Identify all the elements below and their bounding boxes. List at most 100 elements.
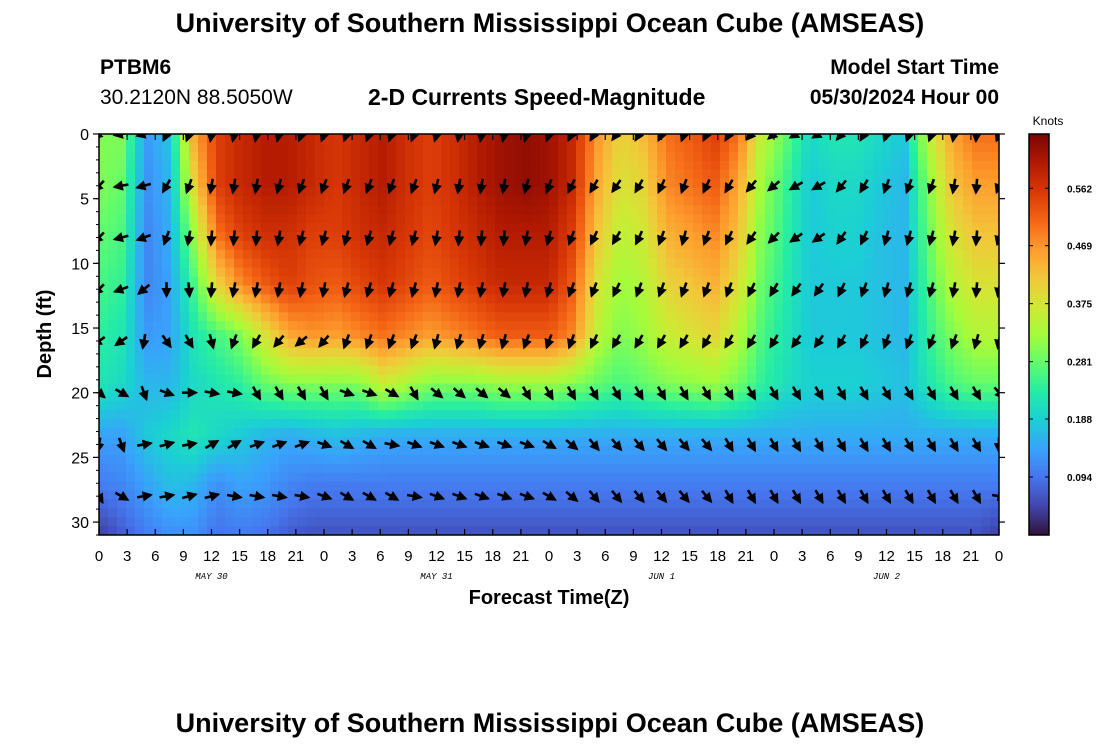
heatmap-cell <box>459 169 469 180</box>
heatmap-cell <box>603 436 613 447</box>
current-arrow <box>881 230 892 247</box>
heatmap-cell <box>189 419 199 429</box>
heatmap-cell <box>513 419 523 429</box>
heatmap-cell <box>396 392 406 402</box>
heatmap-cell <box>909 330 919 340</box>
heatmap-cell <box>297 374 307 385</box>
heatmap-cell <box>198 223 208 233</box>
current-arrow <box>273 334 285 348</box>
heatmap-cell <box>414 294 424 304</box>
heatmap-cell <box>153 294 163 304</box>
heatmap-cell <box>774 160 784 171</box>
heatmap-cell <box>234 383 244 394</box>
heatmap-cell <box>666 410 676 420</box>
heatmap-cell <box>837 330 847 340</box>
heatmap-cell <box>927 187 937 197</box>
heatmap-cell <box>846 240 856 251</box>
heatmap-cell <box>99 472 109 483</box>
heatmap-cell <box>558 285 568 295</box>
heatmap-cell <box>126 223 136 233</box>
heatmap-cell <box>945 178 955 189</box>
heatmap-cell <box>639 401 649 411</box>
heatmap-cell <box>144 258 154 269</box>
heatmap-cell <box>234 223 244 233</box>
heatmap-cell <box>288 294 298 304</box>
heatmap-cell <box>198 240 208 251</box>
heatmap-cell <box>657 428 667 438</box>
heatmap-cell <box>369 410 379 420</box>
heatmap-cell <box>873 160 883 171</box>
heatmap-cell <box>675 205 685 215</box>
heatmap-cell <box>135 240 145 251</box>
heatmap-cell <box>378 428 388 438</box>
heatmap-cell <box>648 347 658 358</box>
heatmap-cell <box>666 276 676 287</box>
heatmap-cell <box>180 374 190 385</box>
heatmap-cell <box>567 499 577 509</box>
heatmap-cell <box>477 365 487 376</box>
heatmap-cell <box>603 330 613 340</box>
heatmap-cell <box>504 410 514 420</box>
heatmap-cell <box>306 276 316 287</box>
heatmap-cell <box>99 303 109 313</box>
heatmap-cell <box>297 196 307 206</box>
heatmap-cell <box>351 240 361 251</box>
current-arrow <box>316 490 333 501</box>
heatmap-cell <box>450 169 460 180</box>
current-arrow <box>702 134 712 143</box>
heatmap-cell <box>918 374 928 385</box>
heatmap-cell <box>891 258 901 269</box>
heatmap-cell <box>693 472 703 483</box>
heatmap-cell <box>234 134 244 144</box>
heatmap-cell <box>963 134 973 144</box>
heatmap-cell <box>351 517 361 527</box>
heatmap-cell <box>414 330 424 340</box>
heatmap-cell <box>873 214 883 224</box>
heatmap-cell <box>513 330 523 340</box>
heatmap-cell <box>909 490 919 500</box>
heatmap-cell <box>684 205 694 215</box>
heatmap-cell <box>504 249 514 260</box>
heatmap-cell <box>666 356 676 367</box>
heatmap-cell <box>873 490 883 500</box>
heatmap-cell <box>144 401 154 411</box>
heatmap-cell <box>99 526 109 535</box>
heatmap-cell <box>558 419 568 429</box>
heatmap-cell <box>657 374 667 385</box>
heatmap-cell <box>315 347 325 358</box>
heatmap-cell <box>126 330 136 340</box>
heatmap-cell <box>270 481 280 492</box>
heatmap-cell <box>360 517 370 527</box>
current-arrow <box>204 491 221 502</box>
heatmap-cell <box>891 205 901 215</box>
heatmap-cell <box>720 142 730 153</box>
heatmap-cell <box>558 356 568 367</box>
heatmap-cell <box>855 410 865 420</box>
heatmap-cell <box>675 196 685 206</box>
heatmap-cell <box>513 499 523 509</box>
heatmap-cell <box>576 151 586 162</box>
heatmap-cell <box>531 463 541 474</box>
heatmap-cell <box>963 178 973 189</box>
heatmap-cell <box>873 445 883 456</box>
heatmap-cell <box>819 428 829 438</box>
heatmap-cell <box>747 196 757 206</box>
heatmap-cell <box>747 419 757 429</box>
heatmap-cell <box>945 249 955 260</box>
heatmap-cell <box>324 410 334 420</box>
heatmap-cell <box>423 347 433 358</box>
heatmap-cell <box>405 445 415 456</box>
heatmap-cell <box>324 160 334 171</box>
heatmap-cell <box>135 517 145 527</box>
current-arrow <box>927 178 937 195</box>
current-arrow <box>251 334 262 349</box>
current-arrow <box>296 230 307 247</box>
heatmap-cell <box>828 223 838 233</box>
heatmap-cell <box>513 196 523 206</box>
heatmap-cell <box>387 454 397 465</box>
heatmap-cell <box>720 223 730 233</box>
heatmap-cell <box>783 240 793 251</box>
heatmap-cell <box>972 151 982 162</box>
x-tick-label: 0 <box>995 548 1003 565</box>
heatmap-cell <box>279 445 289 456</box>
